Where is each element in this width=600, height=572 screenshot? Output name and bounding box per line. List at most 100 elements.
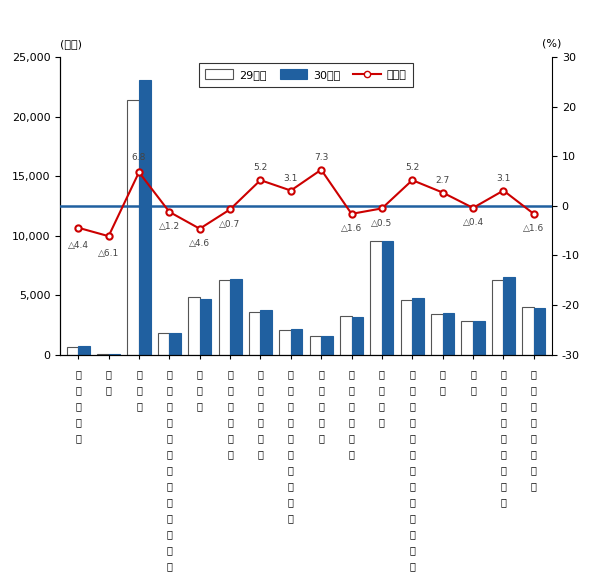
Text: 信: 信 [318, 417, 324, 427]
Text: 2.7: 2.7 [436, 176, 450, 185]
Text: 飲: 飲 [288, 417, 294, 427]
Text: ・: ・ [257, 401, 263, 411]
Text: 保: 保 [500, 369, 506, 379]
Text: ス: ス [531, 481, 537, 491]
Bar [97, 353, 109, 355]
Text: △1.6: △1.6 [523, 224, 544, 233]
Text: 農: 農 [75, 369, 81, 379]
Text: 保: 保 [349, 417, 355, 427]
Text: △1.2: △1.2 [159, 223, 180, 231]
Text: 業: 業 [257, 449, 263, 459]
Bar [139, 81, 151, 355]
Text: 業: 業 [136, 401, 142, 411]
Text: 小: 小 [227, 417, 233, 427]
Text: 金: 金 [349, 369, 355, 379]
Text: 売: 売 [227, 433, 233, 443]
Text: 物: 物 [166, 545, 172, 555]
Bar [370, 241, 382, 355]
Text: 3.1: 3.1 [284, 174, 298, 182]
Text: 5.2: 5.2 [405, 163, 419, 172]
Text: 電: 電 [166, 369, 172, 379]
Text: △0.4: △0.4 [463, 219, 484, 227]
Text: ビ: ビ [531, 465, 537, 475]
Bar [158, 333, 169, 355]
Bar [310, 336, 321, 355]
Text: 業: 業 [106, 385, 112, 395]
Text: ・: ・ [500, 433, 506, 443]
Text: 不: 不 [379, 369, 385, 379]
Text: 他: 他 [531, 401, 537, 411]
Bar [492, 280, 503, 355]
Text: 業: 業 [349, 449, 355, 459]
Text: 業: 業 [318, 433, 324, 443]
Text: ・: ・ [288, 401, 294, 411]
Text: (%): (%) [542, 39, 561, 49]
Text: 水: 水 [75, 401, 81, 411]
Text: 建: 建 [197, 369, 203, 379]
Bar [200, 299, 211, 355]
Bar [249, 312, 260, 355]
Text: 業: 業 [500, 497, 506, 507]
Text: 道: 道 [166, 481, 172, 491]
Bar [127, 100, 139, 355]
Bar [443, 313, 454, 355]
Text: 険: 険 [349, 433, 355, 443]
Bar [260, 310, 272, 355]
Text: ・: ・ [166, 449, 172, 459]
Text: 処: 処 [166, 561, 172, 571]
Bar [412, 297, 424, 355]
Text: 専: 専 [409, 369, 415, 379]
Bar [218, 280, 230, 355]
Text: 教: 教 [470, 369, 476, 379]
Text: 事: 事 [500, 481, 506, 491]
Bar [522, 307, 534, 355]
Bar [401, 300, 412, 355]
Bar [503, 277, 515, 355]
Text: サ: サ [531, 433, 537, 443]
Bar [321, 336, 333, 355]
Text: 報: 報 [318, 385, 324, 395]
Text: 育: 育 [470, 385, 476, 395]
Bar [279, 329, 291, 355]
Text: 務: 務 [409, 513, 415, 523]
Text: の: の [531, 417, 537, 427]
Text: △1.6: △1.6 [341, 224, 362, 233]
Text: 業: 業 [288, 513, 294, 523]
Text: △6.1: △6.1 [98, 249, 119, 258]
Text: 業: 業 [379, 417, 385, 427]
Text: 動: 動 [379, 385, 385, 395]
Text: ビ: ビ [288, 481, 294, 491]
Text: 業: 業 [409, 497, 415, 507]
Text: 術: 術 [409, 465, 415, 475]
Text: 融: 融 [349, 385, 355, 395]
Text: 3.1: 3.1 [496, 174, 511, 182]
Text: ・: ・ [166, 401, 172, 411]
Bar [431, 314, 443, 355]
Text: 泊: 泊 [288, 385, 294, 395]
Text: 科: 科 [409, 417, 415, 427]
Text: 業: 業 [227, 449, 233, 459]
Text: (億円): (億円) [60, 39, 82, 49]
Text: 情: 情 [318, 369, 324, 379]
Text: サ: サ [409, 561, 415, 571]
Bar [67, 347, 78, 355]
Text: △4.4: △4.4 [68, 241, 89, 249]
Text: 、: 、 [409, 481, 415, 491]
Bar [340, 316, 352, 355]
Text: 造: 造 [136, 385, 142, 395]
Text: 林: 林 [75, 385, 81, 395]
Text: ・: ・ [349, 401, 355, 411]
Text: 便: 便 [257, 433, 263, 443]
Text: 運: 運 [257, 369, 263, 379]
Text: ス: ス [166, 433, 172, 443]
Text: △0.5: △0.5 [371, 219, 392, 228]
Text: の: の [531, 385, 537, 395]
Text: 産: 産 [379, 401, 385, 411]
Bar [473, 321, 485, 355]
Text: ガ: ガ [166, 417, 172, 427]
Text: 食: 食 [288, 433, 294, 443]
Text: 売: 売 [227, 385, 233, 395]
Text: 卸: 卸 [227, 369, 233, 379]
Text: 鉱: 鉱 [106, 369, 112, 379]
Text: 支: 支 [409, 529, 415, 539]
